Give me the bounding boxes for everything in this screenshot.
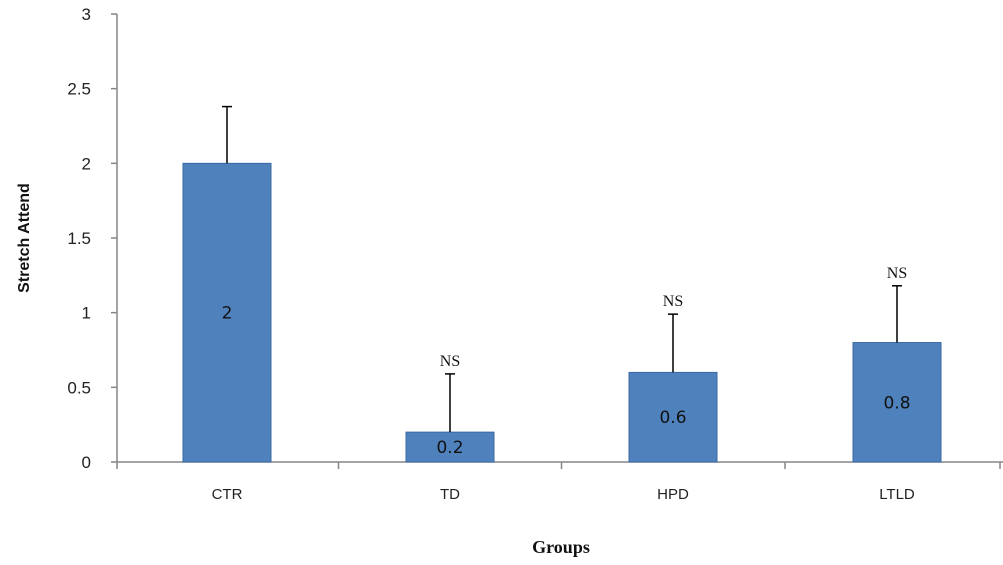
data-label: 0.6 [659, 408, 686, 428]
bar [852, 342, 942, 463]
annotation-ns: NS [663, 293, 683, 310]
y-tick-label: 0.5 [67, 378, 91, 397]
y-tick-label: 1.5 [67, 229, 91, 248]
bar [405, 431, 495, 463]
bar [182, 162, 272, 463]
y-tick-label: 3 [82, 5, 91, 24]
y-tick-label: 2.5 [67, 80, 91, 99]
data-label: 2 [222, 304, 233, 324]
x-tick-label: CTR [212, 486, 243, 503]
y-axis-label: Stretch Attend [16, 183, 33, 293]
x-axis: CTR TD HPD LTLD [116, 461, 1003, 503]
x-tick-label: TD [440, 486, 460, 503]
data-labels: 2 0.2 NS 0.6 NS 0.8 NS [222, 265, 911, 458]
annotation-ns: NS [887, 265, 907, 282]
bars [182, 105, 942, 463]
y-tick-label: 2 [82, 154, 91, 173]
data-label: 0.8 [883, 393, 910, 413]
x-axis-label: Groups [532, 537, 590, 557]
y-tick-label: 0 [82, 453, 91, 472]
annotation-ns: NS [440, 353, 460, 370]
x-tick-label: HPD [657, 486, 689, 503]
data-label: 0.2 [436, 438, 463, 458]
y-axis: 0 0.5 1 1.5 2 2.5 3 [67, 5, 118, 472]
x-tick-label: LTLD [879, 486, 915, 503]
y-tick-label: 1 [82, 304, 91, 323]
